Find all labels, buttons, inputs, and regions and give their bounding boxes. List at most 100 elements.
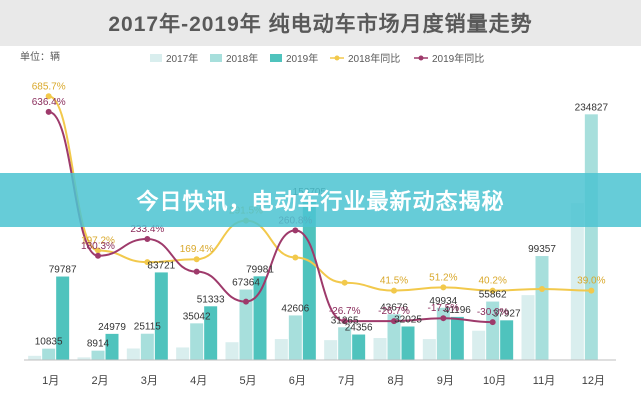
bar: [274, 339, 288, 360]
x-tick-label: 1月: [42, 375, 59, 387]
bar-data-label: 49934: [429, 296, 457, 307]
x-tick-label: 2月: [91, 375, 108, 387]
legend-label: 2019年: [286, 52, 318, 65]
legend-swatch-dot: [418, 55, 424, 61]
bar: [77, 357, 91, 360]
series-point: [144, 259, 151, 266]
x-tick-label: 10月: [483, 375, 506, 387]
bar: [472, 330, 486, 360]
series-point: [588, 287, 595, 294]
bar: [190, 323, 204, 360]
x-tick-label: 7月: [338, 375, 355, 387]
x-tick-label: 9月: [437, 375, 454, 387]
bar-data-label: 83721: [147, 260, 175, 271]
line-data-label: 197.2%: [81, 235, 115, 246]
bar-data-label: 234827: [575, 102, 609, 113]
chart-title: 2017年-2019年 纯电动车市场月度销量走势: [108, 13, 533, 36]
series-point: [45, 93, 52, 100]
line-data-label: 39.0%: [577, 276, 605, 287]
bar: [204, 306, 218, 360]
bar: [387, 314, 401, 360]
legend-label: 2018年同比: [348, 52, 400, 65]
bar-data-label: 24356: [345, 323, 373, 334]
bar-data-label: 10835: [35, 337, 63, 348]
chart-title-bar: 2017年-2019年 纯电动车市场月度销量走势: [0, 0, 641, 46]
series-point: [391, 287, 397, 294]
bar: [176, 347, 190, 360]
line-data-label: 685.7%: [32, 81, 66, 92]
legend-label: 2019年同比: [432, 52, 484, 65]
bar-data-label: 43676: [380, 302, 408, 313]
bar: [126, 348, 140, 360]
series-point: [95, 247, 101, 254]
bar-data-label: 25115: [134, 322, 162, 333]
legend-swatch: [270, 54, 282, 62]
series-point: [45, 108, 52, 115]
bar: [105, 333, 119, 360]
legend-swatch-dot: [334, 55, 340, 61]
line-data-label: -26.7%: [329, 306, 361, 317]
x-tick-label: 5月: [239, 375, 256, 387]
line-data-label: 51.2%: [429, 272, 457, 283]
bar: [521, 295, 535, 360]
series-point: [292, 227, 299, 234]
bar: [338, 327, 352, 360]
series-point: [193, 268, 200, 275]
bar-data-label: 99357: [528, 244, 556, 255]
bar: [28, 355, 42, 360]
x-tick-label: 6月: [289, 375, 306, 387]
bar: [56, 276, 70, 360]
bar: [486, 301, 500, 360]
line-data-label: -26.7%: [378, 306, 410, 317]
bar-data-label: 55862: [479, 290, 507, 301]
line-data-label: 636.4%: [32, 97, 66, 108]
bar-data-label: 32025: [394, 314, 422, 325]
bar: [239, 289, 253, 360]
line-data-label: 169.4%: [180, 244, 214, 255]
bar: [436, 307, 450, 360]
bar-data-label: 67364: [232, 278, 260, 289]
bar: [42, 348, 56, 360]
unit-label: 单位：辆: [20, 50, 60, 63]
x-tick-label: 4月: [190, 375, 207, 387]
bar-data-label: 41196: [444, 305, 472, 316]
line-data-label: 41.5%: [380, 276, 408, 287]
bar: [324, 340, 338, 360]
bar: [401, 326, 415, 360]
bar-data-label: 37927: [493, 308, 521, 319]
bar-data-label: 31265: [331, 315, 359, 326]
bar-data-label: 42606: [281, 303, 309, 314]
x-tick-label: 11月: [533, 375, 555, 387]
series-line: [48, 110, 493, 324]
series-point: [95, 252, 101, 259]
series-point: [193, 256, 200, 263]
bar: [225, 342, 239, 360]
series-point: [341, 318, 348, 325]
line-data-label: 40.2%: [478, 276, 506, 287]
series-point: [243, 298, 249, 305]
bar-data-label: 51333: [197, 294, 225, 305]
series-point: [539, 286, 545, 292]
series-point: [489, 287, 496, 294]
line-data-label: 233.4%: [130, 224, 164, 235]
bar: [154, 272, 168, 360]
bar: [422, 339, 436, 360]
legend-swatch: [150, 54, 162, 62]
bar: [535, 256, 549, 360]
x-tick-label: 12月: [582, 375, 605, 387]
bar: [500, 320, 514, 360]
series-point: [292, 254, 299, 261]
news-banner[interactable]: 今日快讯，电动车行业最新动态揭秘: [0, 173, 641, 227]
series-point: [489, 319, 496, 326]
bar-data-label: 24979: [98, 322, 126, 333]
x-tick-label: 8月: [387, 375, 404, 387]
bar-data-label: 35042: [183, 311, 211, 322]
x-tick-label: 3月: [141, 375, 158, 387]
series-point: [440, 284, 447, 291]
bar: [373, 338, 387, 360]
series-point: [341, 279, 348, 286]
bar: [140, 333, 154, 360]
line-data-label: -30.0%: [477, 307, 509, 318]
